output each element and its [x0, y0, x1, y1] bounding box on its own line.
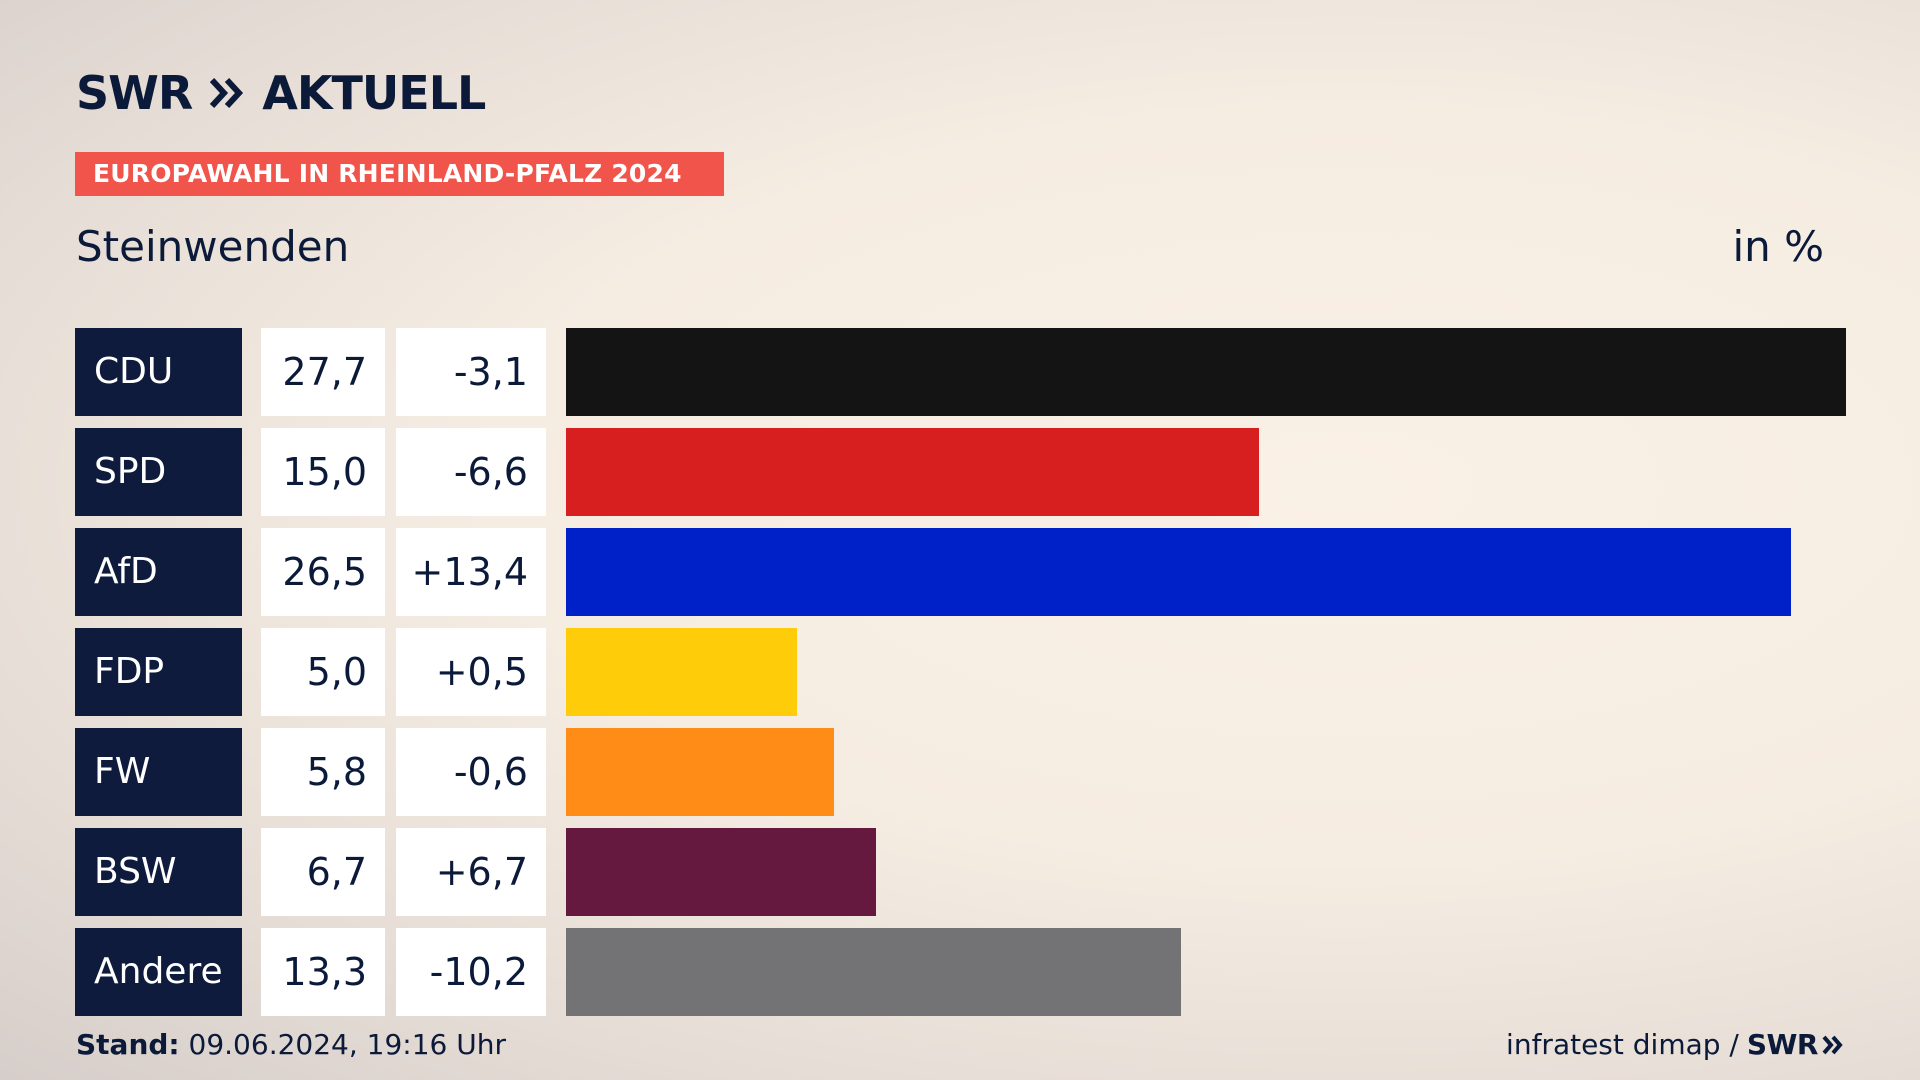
party-label: CDU: [75, 328, 242, 416]
party-label: FDP: [75, 628, 242, 716]
location-title: Steinwenden: [76, 222, 350, 271]
vote-share-label: 26,5: [261, 528, 385, 616]
change-label: -6,6: [396, 428, 546, 516]
election-banner: EUROPAWAHL IN RHEINLAND-PFALZ 2024: [75, 152, 724, 196]
result-row: BSW 6,7 +6,7: [75, 828, 1846, 916]
party-label: SPD: [75, 428, 242, 516]
bar-track: [566, 828, 1846, 916]
result-bar: [566, 428, 1260, 516]
source-brand-text: SWR: [1746, 1028, 1819, 1061]
bar-track: [566, 628, 1846, 716]
result-row: FDP 5,0 +0,5: [75, 628, 1846, 716]
change-label: -3,1: [396, 328, 546, 416]
party-label: FW: [75, 728, 242, 816]
party-label: AfD: [75, 528, 242, 616]
result-row: FW 5,8 -0,6: [75, 728, 1846, 816]
change-label: +0,5: [396, 628, 546, 716]
brand-aktuell: AKTUELL: [262, 66, 486, 120]
stand-label: Stand:: [76, 1028, 180, 1061]
double-chevron-icon: [210, 77, 244, 109]
vote-share-label: 6,7: [261, 828, 385, 916]
vote-share-label: 5,8: [261, 728, 385, 816]
bar-track: [566, 528, 1846, 616]
bar-track: [566, 728, 1846, 816]
small-chevron-icon: [1822, 1035, 1843, 1054]
vote-share-label: 5,0: [261, 628, 385, 716]
change-label: +13,4: [396, 528, 546, 616]
result-bar: [566, 628, 798, 716]
party-label: Andere: [75, 928, 242, 1016]
source-credit: infratest dimap / SWR: [1506, 1028, 1844, 1061]
timestamp: Stand: 09.06.2024, 19:16 Uhr: [76, 1028, 506, 1061]
result-bar: [566, 928, 1181, 1016]
unit-label: in %: [1732, 222, 1824, 271]
brand-swr: SWR: [76, 66, 193, 120]
party-label: BSW: [75, 828, 242, 916]
bar-track: [566, 328, 1846, 416]
result-row: Andere 13,3 -10,2: [75, 928, 1846, 1016]
swr-aktuell-logo: SWR AKTUELL: [76, 66, 486, 120]
change-label: -0,6: [396, 728, 546, 816]
result-row: SPD 15,0 -6,6: [75, 428, 1846, 516]
result-bar: [566, 728, 834, 816]
source-text: infratest dimap /: [1506, 1028, 1739, 1061]
result-row: AfD 26,5 +13,4: [75, 528, 1846, 616]
vote-share-label: 27,7: [261, 328, 385, 416]
change-label: +6,7: [396, 828, 546, 916]
result-bar: [566, 828, 876, 916]
result-row: CDU 27,7 -3,1: [75, 328, 1846, 416]
result-bar: [566, 528, 1791, 616]
source-brand: SWR: [1747, 1028, 1844, 1061]
bar-track: [566, 428, 1846, 516]
vote-share-label: 15,0: [261, 428, 385, 516]
vote-share-label: 13,3: [261, 928, 385, 1016]
change-label: -10,2: [396, 928, 546, 1016]
bar-track: [566, 928, 1846, 1016]
result-bar: [566, 328, 1846, 416]
stand-value: 09.06.2024, 19:16 Uhr: [188, 1028, 506, 1061]
